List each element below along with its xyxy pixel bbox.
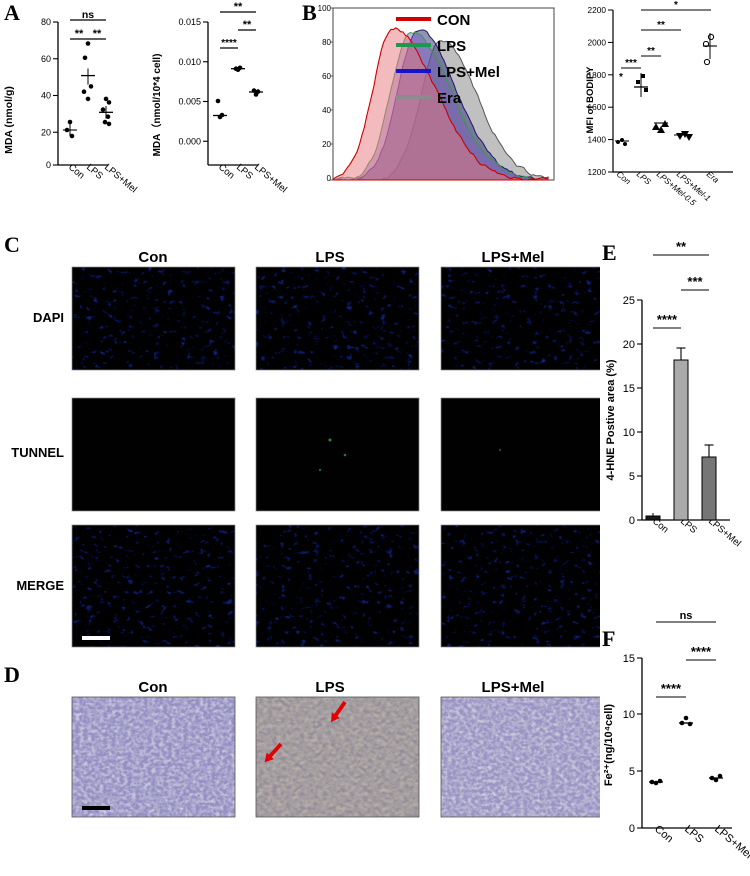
svg-text:F: F <box>602 626 615 651</box>
svg-text:4-HNE Postive area (%): 4-HNE Postive area (%) <box>605 359 617 480</box>
svg-text:**: ** <box>647 46 655 57</box>
svg-text:**: ** <box>657 20 665 31</box>
svg-text:****: **** <box>657 312 678 327</box>
svg-text:Con: Con <box>652 823 675 845</box>
svg-text:LPS: LPS <box>315 679 344 696</box>
svg-text:LPS: LPS <box>682 823 706 846</box>
svg-text:*: * <box>619 72 623 83</box>
svg-text:15: 15 <box>623 383 635 395</box>
svg-text:Con: Con <box>138 679 167 696</box>
svg-text:***: *** <box>625 58 637 69</box>
svg-text:D: D <box>4 662 20 687</box>
svg-text:*: * <box>674 0 678 11</box>
svg-text:25: 25 <box>623 295 635 307</box>
svg-text:****: **** <box>661 681 682 696</box>
svg-text:20: 20 <box>623 339 635 351</box>
svg-text:LPS+Mel: LPS+Mel <box>712 823 750 861</box>
svg-text:5: 5 <box>629 471 635 483</box>
svg-text:10: 10 <box>623 709 635 721</box>
svg-text:Era: Era <box>705 169 722 185</box>
svg-text:ns: ns <box>680 610 693 622</box>
svg-text:E: E <box>602 240 617 265</box>
svg-text:***: *** <box>687 274 703 289</box>
svg-text:LPS+Mel: LPS+Mel <box>706 516 743 549</box>
svg-text:15: 15 <box>623 653 635 665</box>
svg-text:**: ** <box>676 239 687 254</box>
svg-text:Fe²⁺(ng/10⁴cell): Fe²⁺(ng/10⁴cell) <box>603 704 615 786</box>
svg-text:****: **** <box>691 644 712 659</box>
svg-text:LPS+Mel: LPS+Mel <box>482 679 545 696</box>
svg-text:0: 0 <box>629 515 635 527</box>
svg-text:10: 10 <box>623 427 635 439</box>
svg-text:0: 0 <box>629 823 635 835</box>
svg-text:5: 5 <box>629 766 635 778</box>
